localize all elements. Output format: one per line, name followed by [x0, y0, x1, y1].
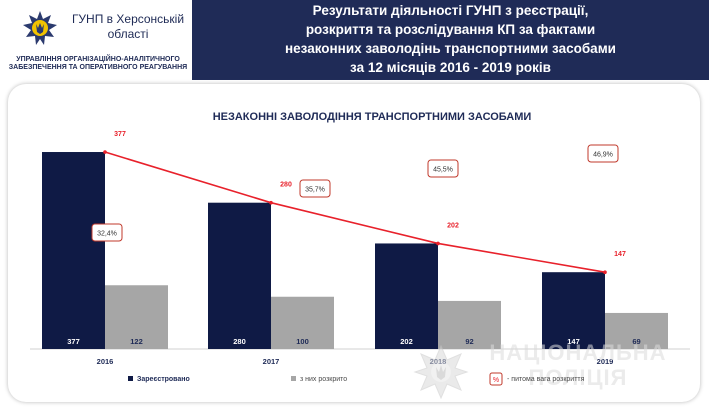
title-line-3: незаконних заволодінь транспортними засо… — [285, 41, 616, 56]
percent-label-2016: 32,4% — [97, 231, 117, 238]
percent-box-2016 — [91, 223, 123, 242]
header-title-banner: Результати діяльності ГУНП з реєстрації,… — [192, 0, 709, 80]
bar-label-solved-2019: 69 — [632, 337, 640, 346]
dept-name: УПРАВЛІННЯ ОРГАНІЗАЦІЙНО-АНАЛІТИЧНОГО ЗА… — [6, 56, 190, 72]
trend-group: 377 280 202 147 32,4% 35,7% 45,5% 46,9% — [91, 131, 626, 274]
bar-label-solved-2018: 92 — [465, 337, 473, 346]
percent-label-2017: 35,7% — [305, 187, 325, 194]
legend-percent-sign: % — [493, 377, 499, 384]
watermark-line-2: ПОЛІЦІЯ — [529, 365, 628, 390]
legend-label-registered: Зареєстровано — [137, 376, 190, 383]
x-tick-label-2017: 2017 — [263, 357, 280, 366]
bar-label-registered-2016: 377 — [67, 337, 80, 346]
trend-point-2016 — [103, 150, 107, 154]
bar-solved-2017 — [271, 296, 334, 349]
bar-label-registered-2018: 202 — [400, 337, 413, 346]
bar-label-solved-2016: 122 — [130, 337, 143, 346]
trend-label-2018: 202 — [447, 222, 459, 229]
title-line-1: Результати діяльності ГУНП з реєстрації, — [312, 3, 589, 18]
bar-registered-2017 — [208, 202, 271, 349]
bar-registered-2019 — [542, 272, 605, 349]
x-tick-label-2019: 2019 — [597, 357, 614, 366]
trend-point-2018 — [436, 241, 440, 246]
watermark-line-1: НАЦІОНАЛЬНА — [489, 340, 666, 365]
trend-label-2016: 377 — [114, 131, 126, 138]
trend-point-2017 — [269, 200, 273, 205]
watermark: НАЦІОНАЛЬНА ПОЛІЦІЯ — [413, 340, 666, 400]
trend-label-2017: 280 — [280, 182, 292, 189]
police-emblem-icon — [23, 11, 57, 45]
percent-box-2018 — [427, 159, 459, 178]
title-line-4: за 12 місяців 2016 - 2019 років — [350, 60, 551, 75]
legend-swatch-solved — [291, 376, 296, 381]
percent-box-2019 — [587, 144, 619, 163]
bar-label-registered-2017: 280 — [233, 337, 246, 346]
bar-solved-2016 — [105, 285, 168, 349]
bar-label-registered-2019: 147 — [567, 337, 580, 346]
org-name: ГУНП в Херсонській області — [71, 12, 185, 41]
dept-line-1: УПРАВЛІННЯ ОРГАНІЗАЦІЙНО-АНАЛІТИЧНОГО — [16, 56, 180, 63]
percent-label-2019: 46,9% — [593, 152, 613, 159]
trend-label-2019: 147 — [614, 251, 626, 258]
dept-line-2: ЗАБЕЗПЕЧЕННЯ ТА ОПЕРАТИВНОГО РЕАГУВАННЯ — [8, 64, 188, 71]
header-logo-area: ГУНП в Херсонській області УПРАВЛІННЯ ОР… — [0, 0, 192, 80]
legend: Зареєстровано з них розкрито% - питома ваг… — [128, 372, 585, 386]
page-title: Результати діяльності ГУНП з реєстрації,… — [192, 0, 709, 77]
bar-registered-2016 — [42, 152, 105, 349]
percent-box-2017 — [299, 179, 331, 198]
percent-label-2018: 45,5% — [433, 167, 453, 174]
trend-point-2019 — [603, 270, 607, 274]
legend-label-solved: з них розкрито — [300, 376, 347, 383]
bar-solved-2019 — [605, 312, 668, 349]
bar-label-solved-2017: 100 — [296, 337, 309, 346]
trend-line — [104, 151, 606, 273]
chart-title: НЕЗАКОННІ ЗАВОЛОДІННЯ ТРАНСПОРТНИМИ ЗАСО… — [213, 111, 532, 123]
bars-group: 37712220162801002017202922018147692019 — [30, 152, 690, 366]
x-tick-label-2016: 2016 — [97, 357, 114, 366]
legend-swatch-registered — [128, 376, 133, 381]
legend-label-percent: - питома вага розкриття — [507, 376, 585, 383]
bar-solved-2018 — [438, 300, 501, 349]
title-line-2: розкриття та розслідування КП за фактами — [305, 22, 596, 37]
legend-swatch-percent — [489, 372, 503, 386]
bar-registered-2018 — [375, 243, 438, 349]
